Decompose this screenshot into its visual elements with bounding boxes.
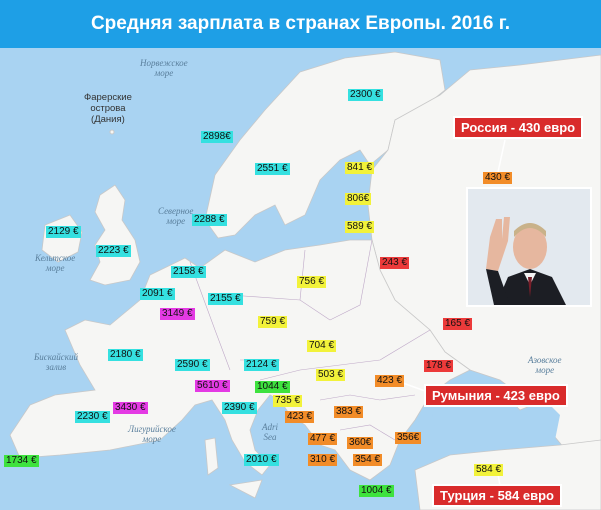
salary-label-belgium: 2091 € (140, 288, 175, 300)
sea-label-adriatic: Adri Sea (262, 422, 278, 442)
salary-label-sweden: 2551 € (255, 163, 290, 175)
sea-label-north: Северное море (158, 206, 193, 226)
sea-label-text: Азовское море (528, 355, 562, 375)
salary-label-moldova: 178 € (424, 360, 454, 372)
sea-label-azov: Азовское море (528, 355, 562, 375)
place-label-text: Фарерские острова (Дания) (84, 92, 132, 125)
sea-label-text: Лигурийское море (128, 424, 176, 444)
salary-label-italy: 2390 € (222, 402, 257, 414)
salary-label-germany: 2155 € (208, 293, 243, 305)
salary-label-luxembourg: 3149 € (160, 308, 195, 320)
person-photo-svg (468, 189, 590, 305)
callout-russia: Россия - 430 евро (453, 116, 584, 139)
salary-label-malta: 2010 € (244, 454, 279, 466)
sea-label-text: Северное море (158, 206, 194, 226)
salary-label-latvia: 806€ (345, 193, 372, 205)
sea-label-text: Норвежское море (140, 58, 188, 78)
salary-label-ireland: 2129 € (46, 226, 81, 238)
sea-label-text: Adri Sea (262, 422, 279, 442)
callout-text: Румыния - 423 евро (432, 388, 560, 403)
salary-label-lithuania: 589 € (345, 221, 375, 233)
salary-label-bosnia: 423 € (285, 411, 315, 423)
page-title: Средняя зарплата в странах Европы. 2016 … (90, 13, 511, 34)
salary-label-czech: 759 € (258, 316, 288, 328)
salary-label-czech-region: 2124 € (244, 359, 279, 371)
salary-label-slovakia: 704 € (307, 340, 337, 352)
salary-label-serbia: 383 € (334, 406, 364, 418)
callout-text: Россия - 430 евро (461, 120, 576, 135)
salary-label-portugal: 1734 € (4, 455, 39, 467)
salary-label-bulgaria: 356€ (395, 432, 422, 444)
sardinia (204, 437, 219, 476)
faroe-island (109, 129, 115, 135)
salary-label-slovenia: 1044 € (255, 381, 290, 393)
callout-turkey: Турция - 584 евро (432, 484, 562, 507)
salary-label-croatia: 735 € (273, 395, 303, 407)
sea-label-text: Кельтское море (35, 253, 76, 273)
salary-label-norway: 2898€ (201, 131, 233, 143)
person-photo-icon (466, 187, 592, 307)
salary-label-ukraine: 165 € (443, 318, 473, 330)
salary-label-romania: 423 € (375, 375, 405, 387)
salary-label-austria: 2590 € (175, 359, 210, 371)
callout-text: Турция - 584 евро (440, 488, 554, 503)
salary-label-belarus: 243 € (380, 257, 410, 269)
sea-label-norwegian: Норвежское море (140, 58, 188, 78)
place-label-faroe: Фарерские острова (Дания) (84, 92, 132, 125)
salary-label-uk: 2223 € (96, 245, 131, 257)
salary-label-andorra: 2230 € (75, 411, 110, 423)
title-bar: Средняя зарплата в странах Европы. 2016 … (0, 0, 601, 48)
salary-label-macedonia: 354 € (353, 454, 383, 466)
salary-label-switzerland: 5610 € (195, 380, 230, 392)
callout-romania: Румыния - 423 евро (424, 384, 568, 407)
salary-label-albania: 310 € (308, 454, 338, 466)
salary-label-poland: 756 € (297, 276, 327, 288)
sea-label-text: Бискайский залив (34, 352, 78, 372)
salary-label-hungary: 503 € (316, 369, 346, 381)
salary-label-estonia: 841 € (345, 162, 375, 174)
salary-label-denmark: 2288 € (192, 214, 227, 226)
sicily (228, 479, 263, 499)
salary-label-montenegro: 477 € (308, 433, 338, 445)
great-britain (89, 184, 141, 286)
country-borders (189, 239, 431, 441)
salary-label-greece: 1004 € (359, 485, 394, 497)
sea-label-ligurian: Лигурийское море (128, 424, 176, 444)
salary-label-russia: 430 € (483, 172, 513, 184)
sea-label-celtic: Кельтское море (35, 253, 75, 273)
salary-label-finland: 2300 € (348, 89, 383, 101)
salary-label-netherlands: 2158 € (171, 266, 206, 278)
salary-label-kosovo: 360€ (347, 437, 374, 449)
sea-label-biscay: Бискайский залив (34, 352, 78, 372)
salary-label-monaco: 3430 € (113, 402, 148, 414)
salary-label-france: 2180 € (108, 349, 143, 361)
salary-label-turkey: 584 € (474, 464, 504, 476)
